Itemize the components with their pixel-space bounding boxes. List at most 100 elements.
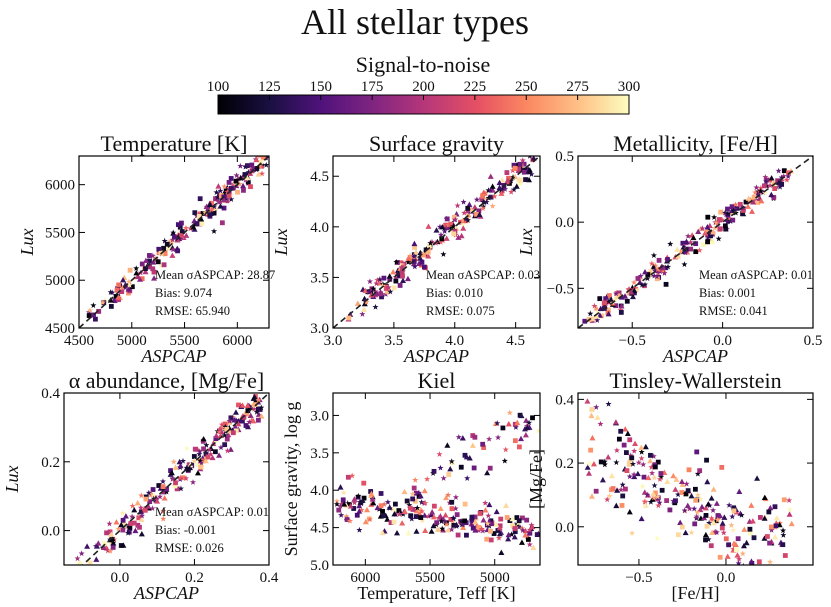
data-point — [233, 428, 239, 434]
data-point — [480, 203, 487, 210]
data-point — [772, 504, 778, 510]
data-point — [496, 530, 503, 537]
data-point — [122, 513, 129, 519]
data-point — [731, 540, 738, 546]
data-point — [658, 471, 664, 476]
data-point — [411, 263, 418, 270]
data-point — [415, 489, 422, 496]
data-point — [135, 273, 142, 280]
data-point — [734, 552, 741, 558]
data-point — [516, 166, 522, 172]
data-point — [768, 527, 775, 533]
data-point — [358, 506, 365, 513]
data-point — [460, 524, 467, 530]
data-point — [641, 489, 648, 495]
data-point — [431, 503, 437, 509]
data-point — [437, 238, 444, 245]
data-point — [206, 446, 213, 453]
data-point — [212, 438, 219, 445]
data-point — [706, 519, 713, 526]
data-point — [714, 220, 721, 226]
data-point — [246, 418, 253, 425]
data-point — [645, 474, 652, 481]
data-point — [584, 464, 591, 470]
data-point — [83, 568, 88, 573]
data-point — [685, 488, 691, 494]
data-point — [410, 496, 416, 502]
data-point — [599, 476, 606, 483]
x-tick-label: 6000 — [222, 333, 252, 349]
data-point — [162, 251, 168, 257]
data-point — [629, 460, 636, 467]
data-point — [129, 513, 136, 520]
data-point — [212, 205, 219, 212]
data-point — [170, 246, 177, 253]
data-point — [519, 527, 526, 533]
data-point — [242, 172, 248, 177]
data-point — [736, 556, 743, 562]
data-point — [498, 190, 505, 196]
data-point — [213, 189, 220, 196]
data-point — [672, 486, 679, 492]
data-point — [115, 525, 122, 532]
data-point — [496, 179, 503, 186]
data-point — [585, 470, 592, 476]
data-point — [640, 461, 647, 468]
data-point — [253, 408, 260, 415]
data-point — [693, 513, 700, 520]
data-point — [613, 502, 620, 509]
data-point — [702, 505, 709, 511]
data-point — [751, 194, 757, 200]
data-point — [176, 235, 183, 242]
data-point — [711, 224, 718, 231]
data-point — [623, 450, 629, 455]
data-point — [654, 276, 660, 282]
data-point — [108, 531, 115, 537]
data-point — [196, 214, 202, 219]
data-point — [425, 513, 432, 519]
data-point — [603, 296, 609, 302]
data-point — [730, 546, 737, 552]
data-point — [642, 443, 649, 450]
data-point — [131, 520, 137, 526]
data-point — [664, 263, 672, 270]
data-point — [523, 417, 530, 423]
data-point — [761, 189, 769, 196]
data-point — [482, 499, 489, 506]
data-point — [385, 284, 392, 291]
y-tick-label: 0.0 — [555, 520, 574, 536]
data-point — [120, 527, 126, 533]
data-point — [514, 515, 520, 520]
data-point — [507, 180, 512, 186]
data-point — [412, 245, 417, 250]
data-point — [368, 489, 374, 494]
data-point — [732, 201, 739, 208]
data-point — [693, 241, 699, 247]
data-point — [651, 474, 658, 481]
data-point — [245, 169, 252, 175]
data-point — [120, 521, 126, 527]
data-point — [741, 526, 748, 532]
stat-label: Bias: 0.001 — [699, 286, 756, 300]
data-point — [249, 162, 255, 168]
x-tick-label: 4.5 — [506, 333, 525, 349]
data-point — [780, 527, 787, 534]
data-point — [748, 208, 755, 214]
data-point — [200, 211, 206, 216]
data-point — [177, 224, 183, 230]
data-point — [191, 457, 198, 464]
data-point — [512, 165, 518, 171]
data-point — [675, 491, 682, 498]
data-point — [724, 553, 731, 559]
x-axis-label: ASPCAP — [403, 346, 469, 366]
data-point — [115, 294, 122, 300]
x-tick-label: −0.5 — [625, 570, 652, 586]
data-point — [478, 525, 485, 532]
data-point — [663, 281, 669, 287]
data-point — [400, 273, 405, 279]
data-point — [108, 304, 114, 309]
data-point — [155, 259, 161, 265]
data-point — [192, 210, 198, 216]
data-point — [386, 504, 393, 510]
data-point — [337, 502, 344, 509]
